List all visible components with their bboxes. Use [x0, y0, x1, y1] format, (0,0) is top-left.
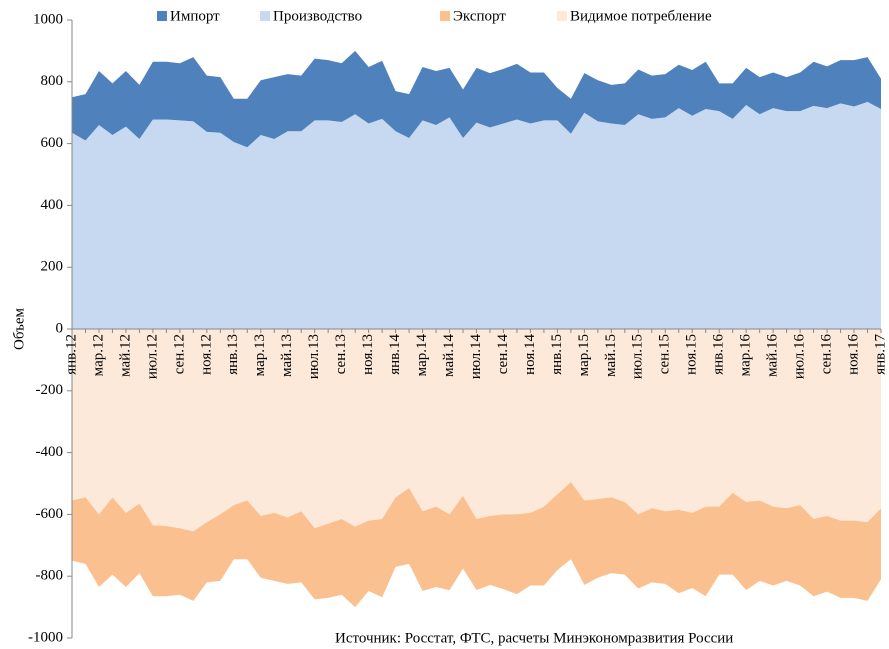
source-note: Источник: Росстат, ФТС, расчеты Минэконо…	[335, 630, 733, 646]
x-tick-label: сен.16	[819, 334, 835, 375]
x-tick-label: мар.12	[90, 334, 106, 376]
area	[72, 101, 881, 329]
legend-label: Импорт	[170, 8, 220, 24]
area	[72, 50, 881, 148]
y-tick-label: 400	[41, 197, 64, 213]
x-tick-label: май.15	[603, 334, 619, 377]
y-tick-label: -800	[36, 568, 64, 584]
x-tick-label: июл.13	[306, 334, 322, 379]
x-tick-label: сен.15	[657, 334, 673, 374]
y-tick-label: -1000	[28, 629, 63, 645]
y-tick-label: -200	[36, 382, 64, 398]
x-tick-label: янв.14	[387, 334, 403, 375]
area	[72, 329, 881, 532]
x-tick-label: мар.16	[738, 334, 754, 377]
x-tick-label: ноя.15	[684, 334, 700, 375]
legend-label: Производство	[273, 8, 362, 24]
x-tick-label: янв.16	[711, 334, 727, 375]
x-tick-label: июл.12	[144, 334, 160, 379]
y-tick-label: 600	[41, 135, 64, 151]
x-tick-label: янв.17	[872, 334, 888, 375]
x-tick-label: май.13	[279, 334, 295, 377]
area	[72, 481, 881, 608]
x-tick-label: мар.13	[252, 334, 268, 376]
y-tick-label: 1000	[33, 11, 63, 27]
y-tick-label: 800	[41, 73, 64, 89]
x-tick-label: янв.15	[549, 334, 565, 375]
x-tick-label: сен.14	[495, 334, 511, 375]
y-tick-label: 200	[41, 259, 64, 275]
legend-label: Видимое потребление	[570, 8, 712, 24]
legend-label: Экспорт	[453, 8, 506, 24]
x-tick-label: янв.13	[225, 334, 241, 375]
x-tick-label: сен.13	[333, 334, 349, 374]
x-tick-label: май.14	[441, 334, 457, 377]
x-tick-label: мар.14	[414, 334, 430, 377]
x-tick-label: июл.15	[630, 334, 646, 379]
legend-swatch	[557, 11, 567, 21]
x-tick-label: янв.12	[63, 334, 79, 375]
y-tick-label: -400	[36, 444, 64, 460]
x-tick-label: ноя.13	[360, 334, 376, 375]
y-tick-label: 0	[56, 320, 64, 336]
legend-swatch	[260, 11, 270, 21]
y-tick-label: -600	[36, 506, 64, 522]
x-tick-label: май.12	[117, 334, 133, 377]
x-tick-label: май.16	[765, 334, 781, 377]
x-tick-label: июл.14	[468, 334, 484, 380]
legend-swatch	[157, 11, 167, 21]
x-tick-label: ноя.12	[198, 334, 214, 375]
x-tick-label: июл.16	[792, 334, 808, 380]
x-tick-label: сен.12	[171, 334, 187, 374]
x-tick-label: мар.15	[576, 334, 592, 376]
y-axis-label: Объем	[11, 307, 27, 350]
x-tick-label: ноя.14	[522, 334, 538, 375]
x-tick-label: ноя.16	[845, 334, 861, 375]
legend-swatch	[440, 11, 450, 21]
